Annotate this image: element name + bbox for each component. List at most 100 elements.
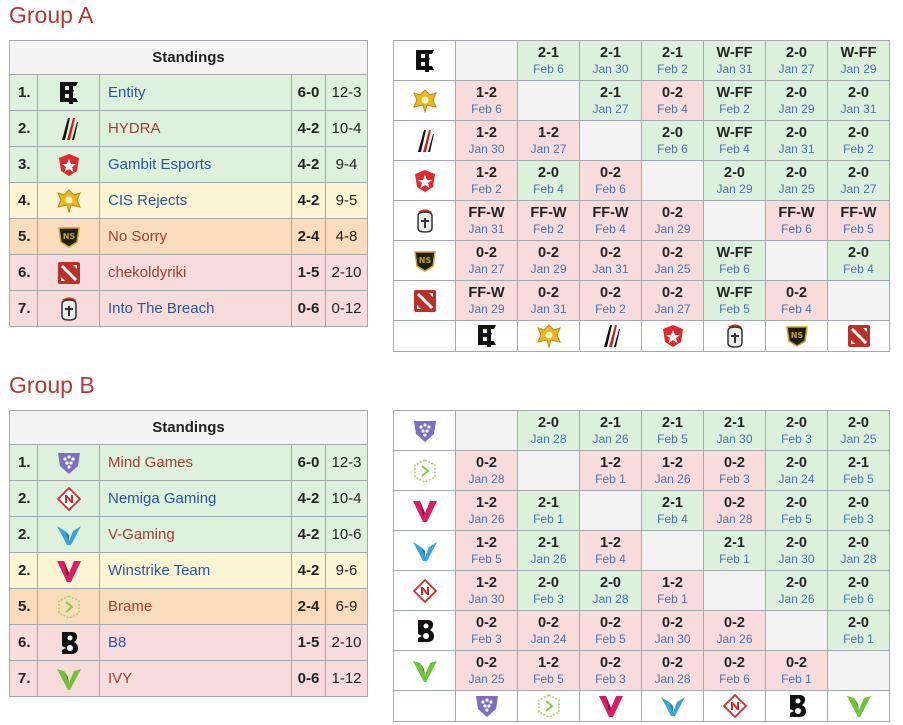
team-link[interactable]: No Sorry: [108, 228, 168, 245]
match-date[interactable]: Jan 25: [468, 671, 505, 686]
match-date[interactable]: Jan 31: [592, 261, 629, 276]
match-date[interactable]: Feb 4: [533, 181, 564, 196]
match-date[interactable]: Jan 28: [840, 551, 877, 566]
match-cell: 2-0 Feb 3: [765, 410, 828, 451]
match-date[interactable]: Feb 5: [719, 301, 750, 316]
match-date[interactable]: Jan 29: [530, 261, 567, 276]
match-date[interactable]: Feb 1: [533, 511, 564, 526]
match-date[interactable]: Feb 3: [781, 431, 812, 446]
match-date[interactable]: Feb 4: [719, 141, 750, 156]
match-date[interactable]: Feb 2: [471, 181, 502, 196]
team-link[interactable]: Nemiga Gaming: [108, 490, 217, 507]
match-date[interactable]: Feb 5: [533, 671, 564, 686]
match-date[interactable]: Feb 4: [595, 221, 626, 236]
match-date[interactable]: Feb 3: [843, 511, 874, 526]
match-date[interactable]: Jan 26: [716, 631, 753, 646]
match-date[interactable]: Feb 6: [595, 181, 626, 196]
match-date[interactable]: Jan 31: [716, 61, 753, 76]
match-date[interactable]: Feb 6: [781, 221, 812, 236]
match-date[interactable]: Jan 27: [468, 261, 505, 276]
match-date[interactable]: Jan 28: [530, 431, 567, 446]
match-date[interactable]: Feb 2: [719, 101, 750, 116]
match-date[interactable]: Jan 30: [778, 551, 815, 566]
match-date[interactable]: Feb 5: [657, 431, 688, 446]
match-date[interactable]: Jan 29: [778, 101, 815, 116]
match-date[interactable]: Jan 31: [840, 101, 877, 116]
match-date[interactable]: Feb 6: [657, 141, 688, 156]
match-date[interactable]: Feb 4: [781, 301, 812, 316]
match-date[interactable]: Feb 2: [843, 141, 874, 156]
team-link[interactable]: chekoldyriki: [108, 264, 187, 281]
match-date[interactable]: Feb 2: [533, 221, 564, 236]
team-link[interactable]: V-Gaming: [108, 526, 175, 543]
match-date[interactable]: Feb 6: [719, 261, 750, 276]
match-date[interactable]: Jan 28: [592, 591, 629, 606]
match-date[interactable]: Jan 26: [654, 471, 691, 486]
match-date[interactable]: Feb 5: [471, 551, 502, 566]
match-date[interactable]: Feb 4: [843, 261, 874, 276]
match-date[interactable]: Jan 28: [468, 471, 505, 486]
team-link[interactable]: Brame: [108, 598, 153, 615]
team-link[interactable]: CIS Rejects: [108, 192, 188, 209]
team-link[interactable]: Entity: [108, 84, 146, 101]
match-date[interactable]: Feb 2: [657, 61, 688, 76]
match-date[interactable]: Jan 27: [530, 141, 567, 156]
match-date[interactable]: Jan 24: [530, 631, 567, 646]
match-date[interactable]: Feb 1: [595, 471, 626, 486]
match-date[interactable]: Jan 24: [778, 471, 815, 486]
match-date[interactable]: Feb 3: [471, 631, 502, 646]
match-date[interactable]: Feb 1: [657, 591, 688, 606]
match-date[interactable]: Jan 30: [716, 431, 753, 446]
match-date[interactable]: Feb 5: [595, 631, 626, 646]
match-date[interactable]: Jan 29: [468, 301, 505, 316]
match-date[interactable]: Jan 29: [716, 181, 753, 196]
team-link[interactable]: IVY: [108, 670, 133, 687]
match-date[interactable]: Jan 26: [778, 591, 815, 606]
match-date[interactable]: Feb 6: [471, 101, 502, 116]
match-date[interactable]: Jan 26: [530, 551, 567, 566]
match-date[interactable]: Jan 26: [468, 511, 505, 526]
match-date[interactable]: Feb 5: [843, 471, 874, 486]
match-date[interactable]: Jan 25: [840, 431, 877, 446]
team-link[interactable]: B8: [108, 634, 127, 651]
match-date[interactable]: Jan 31: [530, 301, 567, 316]
match-date[interactable]: Jan 30: [592, 61, 629, 76]
team-link[interactable]: Into The Breach: [108, 300, 215, 317]
match-date[interactable]: Jan 27: [654, 301, 691, 316]
match-date[interactable]: Feb 4: [657, 511, 688, 526]
match-date[interactable]: Feb 5: [781, 511, 812, 526]
match-date[interactable]: Feb 4: [595, 551, 626, 566]
match-date[interactable]: Feb 3: [719, 471, 750, 486]
match-date[interactable]: Jan 27: [592, 101, 629, 116]
match-date[interactable]: Feb 1: [843, 631, 874, 646]
match-date[interactable]: Jan 26: [592, 431, 629, 446]
team-link[interactable]: HYDRA: [108, 120, 161, 137]
match-date[interactable]: Jan 28: [654, 671, 691, 686]
team-link[interactable]: Mind Games: [108, 454, 194, 471]
match-date[interactable]: Jan 25: [778, 181, 815, 196]
match-date[interactable]: Feb 3: [595, 671, 626, 686]
match-date[interactable]: Feb 2: [595, 301, 626, 316]
match-date[interactable]: Jan 30: [468, 591, 505, 606]
match-date[interactable]: Jan 29: [654, 221, 691, 236]
match-date[interactable]: Feb 1: [719, 551, 750, 566]
match-date[interactable]: Jan 27: [840, 181, 877, 196]
match-date[interactable]: Jan 30: [654, 631, 691, 646]
match-date[interactable]: Feb 6: [533, 61, 564, 76]
team-link[interactable]: Winstrike Team: [108, 562, 211, 579]
match-date[interactable]: Jan 29: [840, 61, 877, 76]
match-date[interactable]: Feb 1: [781, 671, 812, 686]
match-date[interactable]: Feb 3: [533, 591, 564, 606]
match-date[interactable]: Jan 30: [468, 141, 505, 156]
match-date[interactable]: Jan 28: [716, 511, 753, 526]
team-link[interactable]: Gambit Esports: [108, 156, 212, 173]
match-date[interactable]: Feb 6: [843, 591, 874, 606]
match-date[interactable]: Feb 5: [843, 221, 874, 236]
match-date[interactable]: Feb 6: [719, 671, 750, 686]
match-date[interactable]: Jan 27: [778, 61, 815, 76]
match-cell: 0-2 Jan 28: [455, 450, 518, 491]
match-date[interactable]: Feb 4: [657, 101, 688, 116]
match-date[interactable]: Jan 31: [468, 221, 505, 236]
match-date[interactable]: Jan 25: [654, 261, 691, 276]
match-date[interactable]: Jan 31: [778, 141, 815, 156]
